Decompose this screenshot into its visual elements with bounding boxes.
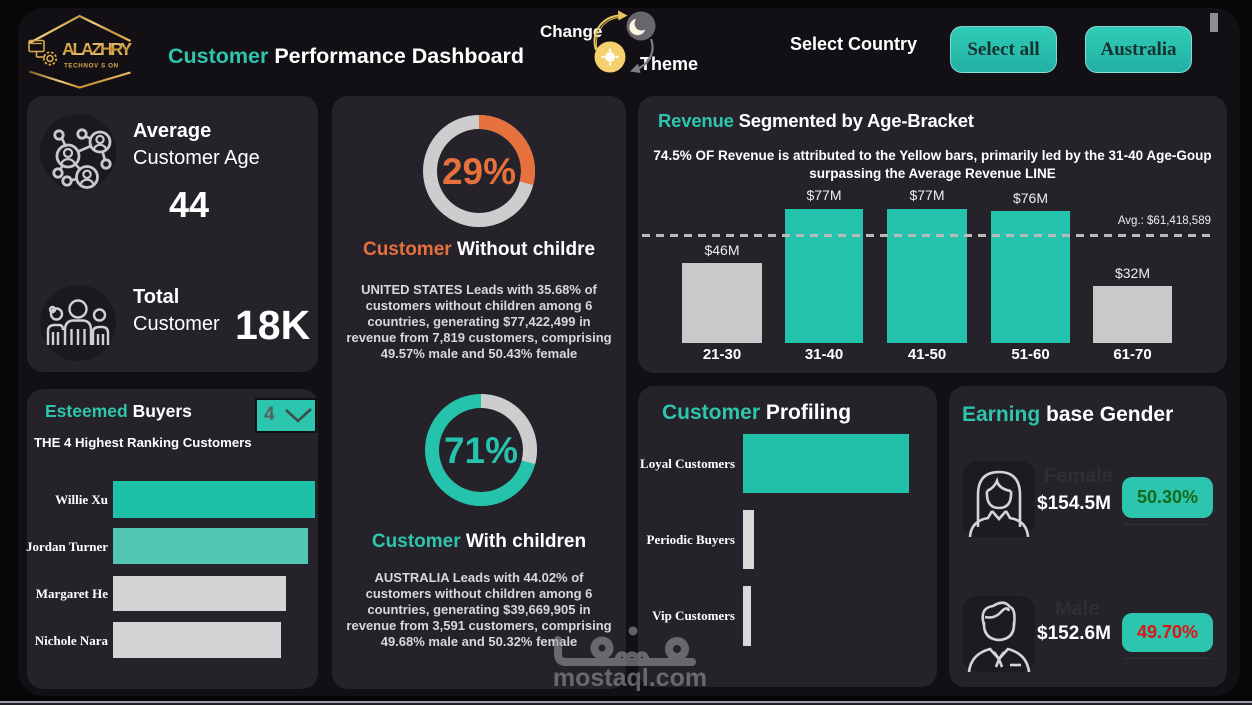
svg-text:ALAZHRY: ALAZHRY: [62, 39, 132, 59]
svg-text:71%: 71%: [444, 430, 518, 471]
svg-text:29%: 29%: [442, 151, 516, 192]
svg-text:mostaql.com: mostaql.com: [553, 664, 707, 692]
svg-text:TECHNOV S ON: TECHNOV S ON: [64, 63, 119, 70]
